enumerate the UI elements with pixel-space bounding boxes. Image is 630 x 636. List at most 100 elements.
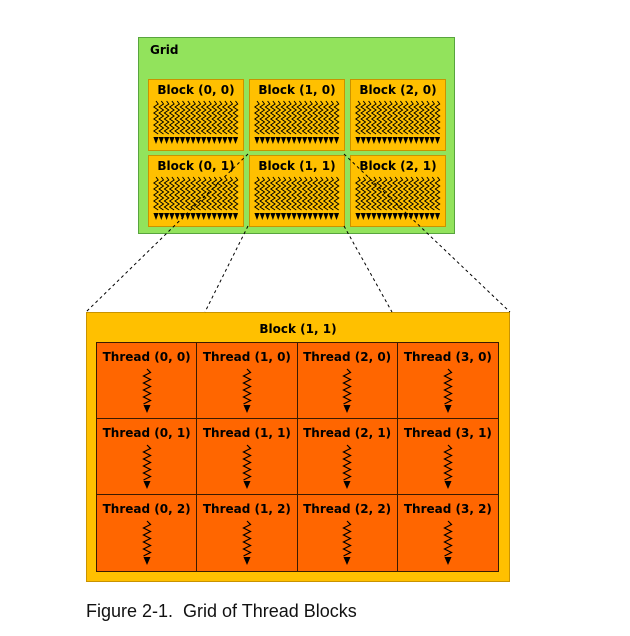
thread-squiggle (413, 100, 420, 135)
thread-arrowhead (211, 213, 217, 220)
thread-squiggle (285, 100, 292, 135)
thread-arrowhead (444, 405, 452, 413)
thread-arrowhead (185, 213, 191, 220)
thread-arrowhead (403, 137, 409, 144)
thread-squiggle (200, 176, 207, 211)
thread-squiggle (397, 176, 404, 211)
thread-squiggle (301, 176, 308, 211)
thread-arrow-icon (342, 368, 352, 413)
thread-squiggle (312, 176, 319, 211)
thread-squiggle (386, 176, 393, 211)
thread-squiggle (141, 444, 152, 481)
thread-squiggle (370, 100, 377, 135)
thread-arrowhead (265, 137, 271, 144)
thread-squiggle (342, 520, 352, 557)
thread-cell: Thread (2, 0) (297, 343, 398, 419)
thread-arrowhead (227, 137, 233, 144)
thread-squiggle (174, 100, 181, 135)
thread-squiggle (376, 176, 383, 211)
thread-arrowhead (164, 213, 170, 220)
thread-squiggle (275, 176, 282, 211)
thread-squiggle (242, 444, 252, 481)
thread-arrowhead (169, 137, 175, 144)
thread-label: Thread (3, 0) (403, 350, 492, 364)
thread-arrow-icon (141, 520, 152, 565)
thread-cell: Thread (3, 1) (397, 419, 498, 495)
thread-squiggle (333, 176, 340, 211)
thread-squiggle (443, 520, 453, 557)
thread-arrowhead (312, 213, 318, 220)
thread-squiggle (381, 100, 388, 135)
thread-warps-icon (153, 176, 239, 220)
thread-squiggle (285, 176, 292, 211)
thread-arrowhead (355, 213, 361, 220)
thread-squiggle (306, 100, 314, 135)
thread-squiggle (190, 176, 197, 211)
thread-squiggle (216, 176, 223, 211)
thread-arrowhead (280, 213, 287, 220)
thread-arrowhead (243, 481, 251, 489)
thread-squiggle (211, 176, 218, 211)
thread-arrowhead (158, 213, 164, 220)
thread-arrowhead (413, 213, 419, 220)
thread-arrowhead (387, 137, 393, 144)
thread-squiggle (184, 176, 191, 211)
thread-squiggle (429, 100, 436, 135)
thread-squiggle (407, 100, 415, 135)
thread-squiggle (259, 100, 266, 135)
thread-arrowhead (360, 137, 366, 144)
thread-squiggle (296, 176, 303, 211)
thread-arrowhead (259, 213, 265, 220)
thread-squiggle (397, 100, 404, 135)
thread-arrowhead (434, 213, 441, 220)
thread-arrowhead (153, 213, 159, 220)
thread-arrowhead (195, 137, 201, 144)
thread-arrowhead (392, 213, 398, 220)
thread-arrowhead (174, 137, 180, 144)
thread-squiggle (158, 176, 165, 211)
thread-arrowhead (190, 137, 196, 144)
thread-arrowhead (381, 137, 388, 144)
thread-squiggle (168, 176, 175, 211)
grid-block: Block (0, 0) (148, 79, 244, 151)
thread-squiggle (254, 176, 261, 211)
thread-arrowhead (419, 213, 425, 220)
thread-arrowhead (286, 213, 292, 220)
thread-arrowhead (275, 137, 281, 144)
thread-arrowhead (296, 213, 302, 220)
thread-arrowhead (323, 213, 329, 220)
thread-squiggle (418, 176, 425, 211)
block-label: Block (0, 1) (157, 159, 235, 173)
thread-arrowhead (419, 137, 425, 144)
thread-arrowhead (227, 213, 233, 220)
thread-arrowhead (387, 213, 393, 220)
block-label: Block (2, 0) (359, 83, 437, 97)
thread-squiggle (429, 176, 436, 211)
thread-warps-icon (355, 176, 441, 220)
thread-squiggle (418, 100, 425, 135)
thread-squiggle (264, 176, 271, 211)
thread-squiggle (381, 176, 388, 211)
thread-arrowhead (153, 137, 159, 144)
thread-squiggle (317, 176, 324, 211)
thread-squiggle (317, 100, 324, 135)
connector-line (204, 225, 249, 313)
thread-table: Thread (0, 0) Thread (1, 0) Thread (2, 0… (96, 342, 499, 572)
thread-arrowhead (376, 137, 382, 144)
thread-squiggle (254, 100, 261, 135)
thread-squiggle (141, 368, 152, 405)
thread-arrowhead (323, 137, 329, 144)
thread-arrowhead (232, 213, 239, 220)
exploded-block: Block (1, 1) Thread (0, 0) Thread (1, 0)… (86, 312, 510, 582)
thread-arrowhead (429, 137, 435, 144)
thread-arrowhead (143, 405, 151, 413)
thread-arrowhead (169, 213, 175, 220)
grid-block: Block (0, 1) (148, 155, 244, 227)
thread-arrowhead (381, 213, 388, 220)
thread-cell: Thread (2, 1) (297, 419, 398, 495)
thread-squiggle (205, 176, 213, 211)
thread-squiggle (190, 100, 197, 135)
thread-arrow-icon (242, 520, 252, 565)
thread-squiggle (392, 176, 399, 211)
thread-squiggle (275, 100, 282, 135)
